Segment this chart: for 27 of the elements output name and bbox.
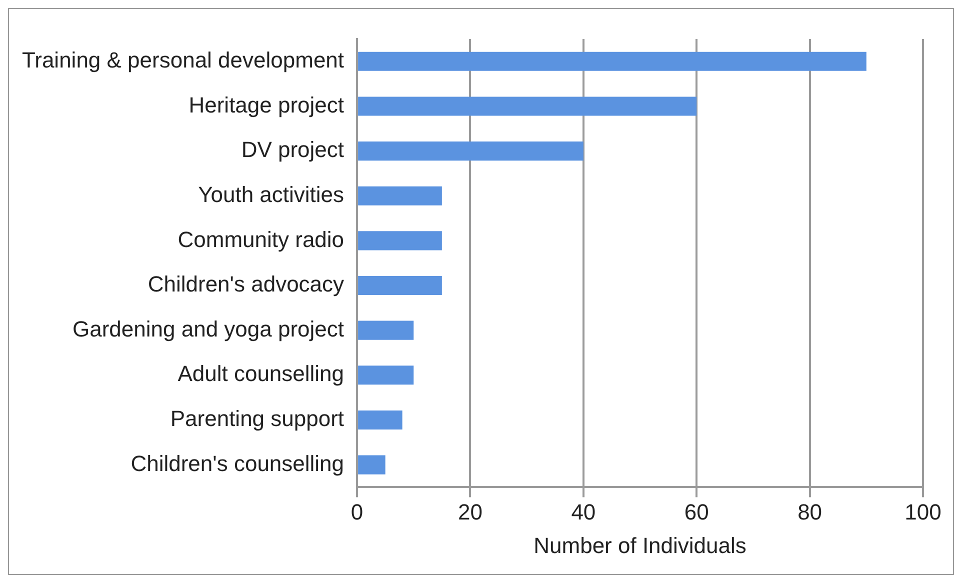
bar <box>358 276 442 296</box>
x-tick-label: 20 <box>458 499 482 524</box>
y-tick-label: DV project <box>241 137 344 162</box>
y-tick-label: Adult counselling <box>178 361 344 386</box>
bar <box>358 186 442 206</box>
bar <box>358 96 697 116</box>
x-tick-label: 60 <box>684 499 709 524</box>
y-tick-label: Parenting support <box>170 406 344 432</box>
bar <box>358 366 414 385</box>
bar <box>358 231 442 250</box>
x-tick-label: 100 <box>904 499 942 524</box>
x-tick-label: 80 <box>798 499 822 524</box>
x-axis-title: Number of Individuals <box>534 532 746 558</box>
y-tick-label: Gardening and yoga project <box>72 316 344 342</box>
x-tick-label: 40 <box>571 499 596 524</box>
y-tick-label: Children's advocacy <box>148 272 344 297</box>
y-tick-label: Children's counselling <box>130 450 344 476</box>
y-tick-label: Heritage project <box>188 92 344 118</box>
x-tick-label: 0 <box>350 499 364 524</box>
y-tick-label: Youth activities <box>198 182 344 207</box>
bar <box>358 320 414 340</box>
bar <box>358 52 866 71</box>
bar <box>358 410 402 430</box>
bar <box>358 142 584 161</box>
y-tick-label: Community radio <box>178 226 344 252</box>
bar <box>358 455 386 474</box>
y-tick-label: Training & personal development <box>22 47 344 72</box>
